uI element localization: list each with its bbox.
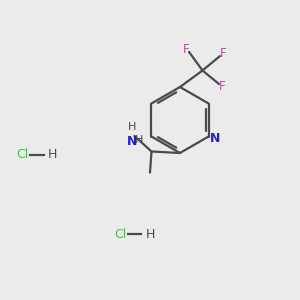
Text: N: N <box>127 135 137 148</box>
Text: Cl: Cl <box>16 148 29 161</box>
Text: Cl: Cl <box>114 227 126 241</box>
Text: H: H <box>146 227 155 241</box>
Text: F: F <box>219 80 226 94</box>
Text: H: H <box>135 135 144 145</box>
Text: F: F <box>183 43 189 56</box>
Text: F: F <box>220 47 227 60</box>
Text: H: H <box>128 122 136 132</box>
Text: N: N <box>210 131 220 145</box>
Text: H: H <box>48 148 57 161</box>
